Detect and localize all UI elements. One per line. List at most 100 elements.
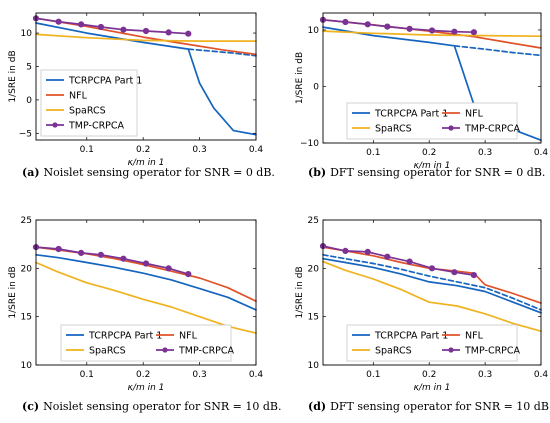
x-axis-label: κ/m in 1 — [128, 383, 165, 393]
figure-caption: (b) DFT sensing operator for SNR = 0 dB. — [308, 166, 545, 179]
data-point-marker — [451, 269, 458, 276]
x-tick-label: 0.1 — [366, 370, 380, 380]
x-tick-label: 0.4 — [534, 148, 549, 158]
y-tick-label: 10 — [308, 361, 320, 371]
series-line-2 — [322, 246, 542, 304]
data-point-marker — [342, 247, 349, 254]
legend-label: SpaRCS — [69, 106, 106, 117]
caption-text: DFT sensing operator for SNR = 0 dB. — [330, 166, 545, 179]
y-axis-label: 1/SRE in dB — [8, 50, 18, 102]
data-point-marker — [384, 23, 391, 30]
x-tick-label: 0.3 — [478, 370, 492, 380]
y-tick-label: 20 — [308, 264, 320, 274]
legend-marker — [52, 122, 58, 128]
caption-tag: (a) — [22, 166, 40, 179]
legend: TCRPCPA Part 1 NFL SpaRCS TMP-CRPCA — [40, 69, 142, 137]
legend-marker — [448, 347, 454, 353]
data-point-marker — [165, 29, 172, 36]
y-tick-label: 0 — [26, 96, 32, 106]
series-line-3 — [35, 33, 257, 42]
figure-caption: (d) DFT sensing operator for SNR = 10 dB. — [308, 400, 550, 413]
chart-panel-c: 0.1 0.2 0.3 0.4 10 15 20 25 κ/m in 1 1/SRE in dB T… — [8, 216, 282, 413]
x-tick-label: 0.4 — [249, 145, 264, 155]
figure-caption: (c) Noislet sensing operator for SNR = 10… — [22, 400, 282, 413]
series-line-2 — [322, 18, 542, 49]
caption-text: DFT sensing operator for SNR = 10 dB. — [330, 400, 550, 413]
y-tick-label: 10 — [21, 361, 33, 371]
data-point-marker — [97, 251, 105, 258]
x-tick-label: 0.4 — [249, 370, 264, 380]
data-point-marker — [406, 25, 413, 32]
y-tick-label: 25 — [308, 216, 319, 226]
legend-label: TCRPCPA Part 1 — [374, 331, 448, 342]
x-tick-label: 0.3 — [478, 148, 492, 158]
y-tick-label: 10 — [308, 26, 320, 36]
plot-frame — [322, 219, 542, 366]
series-line-0 — [35, 22, 257, 136]
data-point-marker — [384, 253, 391, 260]
series-line-4 — [322, 245, 475, 276]
legend-label: TMP-CRPCA — [464, 124, 521, 135]
y-tick-label: 25 — [21, 216, 32, 226]
caption-tag: (b) — [308, 166, 326, 179]
data-point-marker — [406, 258, 413, 265]
legend: TCRPCPA Part 1 NFL SpaRCS TMP-CRPCA — [346, 102, 521, 140]
x-tick-label: 0.1 — [366, 148, 380, 158]
data-point-marker — [428, 27, 436, 34]
legend-box — [346, 102, 518, 140]
x-axis-label: κ/m in 1 — [414, 383, 451, 393]
y-tick-label: −5 — [19, 129, 32, 139]
legend-label: NFL — [69, 91, 88, 102]
data-point-marker — [55, 18, 62, 25]
y-tick-label: 0 — [313, 82, 319, 92]
data-point-marker — [470, 29, 477, 36]
series-line-1 — [453, 44, 542, 57]
legend-label: SpaRCS — [375, 346, 412, 357]
legend-box — [346, 324, 518, 362]
figure-caption: (a) Noislet sensing operator for SNR = 0 … — [22, 166, 275, 179]
y-axis-label: 1/SRE in dB — [295, 52, 305, 104]
x-tick-label: 0.2 — [136, 145, 150, 155]
legend-label: SpaRCS — [375, 124, 412, 135]
caption-tag: (d) — [308, 400, 326, 413]
x-tick-label: 0.1 — [80, 145, 94, 155]
data-point-marker — [364, 21, 371, 28]
y-axis-label: 1/SRE in dB — [295, 266, 305, 318]
data-point-marker — [185, 271, 192, 278]
legend: TCRPCPA Part 1 NFL SpaRCS TMP-CRPCA — [60, 324, 235, 362]
legend-box — [60, 324, 232, 362]
y-tick-label: 15 — [308, 313, 319, 323]
legend-marker — [448, 125, 454, 131]
caption-text: Noislet sensing operator for SNR = 0 dB. — [44, 166, 275, 179]
x-tick-label: 0.4 — [534, 370, 549, 380]
legend-label: TCRPCPA Part 1 — [88, 331, 162, 342]
y-tick-label: 20 — [21, 264, 33, 274]
x-axis-label: κ/m in 1 — [128, 158, 165, 168]
plot-frame — [322, 12, 542, 144]
caption-tag: (c) — [22, 400, 39, 413]
series-line-2 — [35, 261, 257, 334]
data-point-marker — [120, 255, 127, 262]
data-point-marker — [78, 249, 85, 256]
data-point-marker — [97, 23, 105, 31]
series-line-3 — [322, 30, 542, 38]
legend-marker — [162, 347, 168, 353]
x-tick-label: 0.2 — [422, 148, 436, 158]
chart-panel-a: 0.1 0.2 0.3 0.4 −5 0 5 10 κ/m in 1 1/SRE in dB TCR… — [8, 12, 275, 179]
data-point-marker — [342, 18, 349, 26]
y-tick-label: −10 — [300, 139, 319, 149]
series-line-0 — [322, 257, 542, 314]
legend-label: SpaRCS — [89, 346, 126, 357]
series-line-1 — [322, 253, 542, 311]
y-tick-label: 10 — [21, 29, 33, 39]
data-point-marker — [364, 248, 371, 255]
data-point-marker — [142, 27, 150, 35]
series-line-1 — [187, 48, 257, 57]
plot-frame — [35, 12, 257, 141]
legend-label: NFL — [179, 331, 198, 342]
data-point-marker — [120, 26, 127, 33]
chart-panel-b: 0.1 0.2 0.3 0.4 −10 0 10 κ/m in 1 1/SRE in dB TCR… — [295, 12, 549, 179]
legend-label: TMP-CRPCA — [464, 346, 521, 357]
plot-frame — [35, 219, 257, 366]
